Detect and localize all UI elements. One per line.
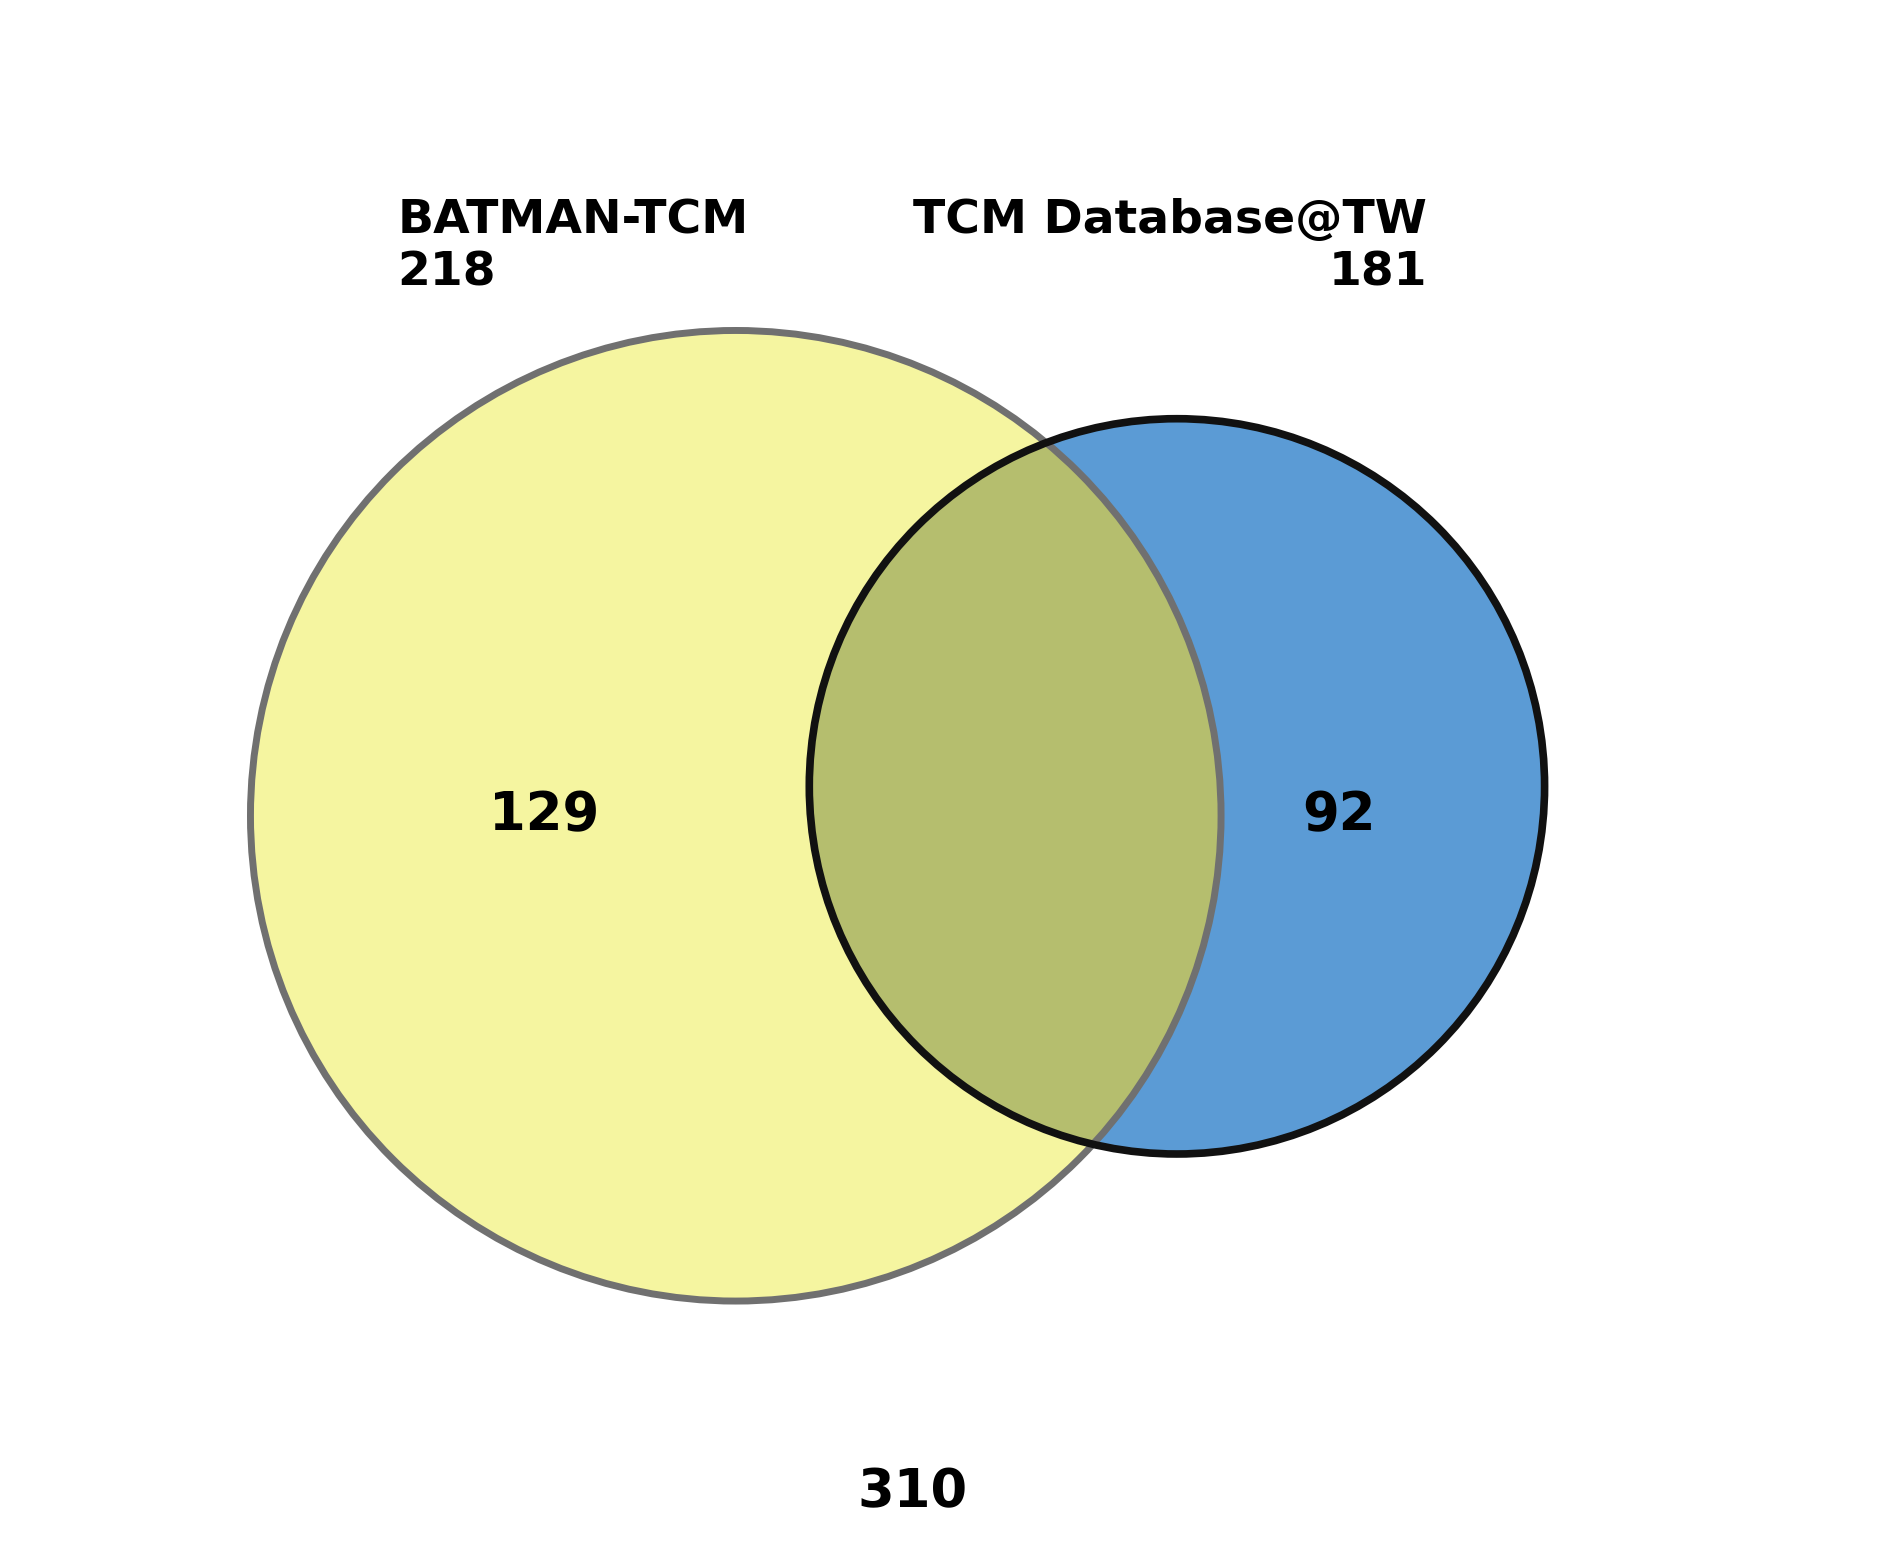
Text: 89: 89 [941,790,1015,841]
Text: 129: 129 [490,790,600,841]
Text: BATMAN-TCM
218: BATMAN-TCM 218 [397,198,750,294]
Circle shape [251,330,1220,1301]
Circle shape [809,419,1545,1154]
Circle shape [251,330,1220,1301]
Text: TCM Database@TW
181: TCM Database@TW 181 [913,198,1427,294]
Text: 92: 92 [1302,790,1376,841]
Text: 310: 310 [858,1466,968,1517]
